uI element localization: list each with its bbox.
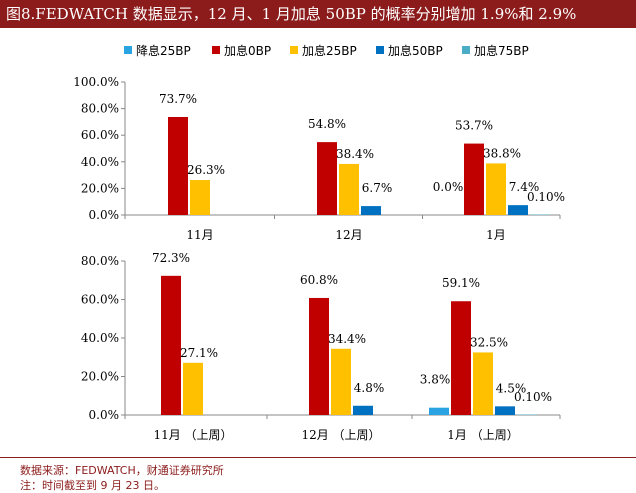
data-label: 72.3% (152, 251, 190, 265)
bar (168, 116, 188, 215)
bar (486, 163, 506, 215)
source-text: 数据来源：FEDWATCH，财通证券研究所 (20, 464, 224, 477)
x-category-label: 12月 （上周） (301, 428, 380, 442)
bar (161, 275, 181, 415)
legend-label: 降息25BP (136, 43, 191, 58)
fedwatch-bar-charts: 降息25BP 加息0BP 加息25BP 加息50BP 加息75BP 0.0% 20.0% 40… (73, 43, 565, 442)
footer-divider (0, 457, 636, 458)
bar (353, 405, 373, 415)
note-text: 注：时间截至到 9 月 23 日。 (20, 479, 165, 492)
y-tick-label: 40.0% (81, 331, 119, 345)
y-tick-label: 0.0% (89, 208, 120, 222)
data-label: 27.1% (180, 346, 218, 360)
bar (331, 348, 351, 415)
data-label: 3.8% (420, 373, 451, 387)
y-tick-label: 80.0% (81, 254, 119, 268)
bar (183, 362, 203, 415)
y-tick-label: 60.0% (81, 128, 119, 142)
bar (495, 406, 515, 415)
y-tick-label: 60.0% (81, 293, 119, 307)
legend-swatch (376, 46, 384, 54)
legend-label: 加息25BP (302, 43, 357, 58)
data-label: 54.8% (308, 117, 346, 131)
data-label: 26.3% (187, 163, 225, 177)
legend-swatch (212, 46, 220, 54)
data-label: 0.10% (514, 390, 552, 404)
bar (517, 414, 537, 415)
data-label: 73.7% (159, 92, 197, 106)
y-tick-label: 100.0% (73, 75, 119, 89)
data-label: 0.10% (527, 190, 565, 204)
bar (339, 163, 359, 215)
y-tick-label: 20.0% (81, 370, 119, 384)
bar (309, 297, 329, 415)
data-label: 0.0% (433, 180, 464, 194)
data-label: 7.4% (509, 180, 540, 194)
legend-swatch (290, 46, 298, 54)
figure-title: 图8.FEDWATCH 数据显示，12 月、1 月加息 50BP 的概率分别增加… (0, 0, 636, 28)
bar (317, 142, 337, 215)
data-label: 38.4% (336, 147, 374, 161)
bar (530, 214, 550, 215)
data-label: 4.5% (496, 381, 527, 395)
legend-label: 加息50BP (388, 43, 443, 58)
x-category-label: 11月 (186, 228, 213, 242)
legend-swatch (462, 46, 470, 54)
legend-label: 加息75BP (474, 43, 529, 58)
data-label: 60.8% (300, 273, 338, 287)
bar (429, 407, 449, 415)
data-label: 38.8% (483, 146, 521, 160)
data-label: 59.1% (442, 276, 480, 290)
x-category-label: 1月 （上周） (447, 428, 518, 442)
y-tick-label: 80.0% (81, 102, 119, 116)
x-category-label: 12月 (335, 228, 362, 242)
x-category-label: 11月 （上周） (153, 428, 232, 442)
bar (464, 143, 484, 215)
data-label: 34.4% (328, 332, 366, 346)
x-category-label: 1月 (486, 228, 506, 242)
y-tick-label: 0.0% (89, 408, 120, 422)
legend-label: 加息0BP (224, 43, 271, 58)
data-label: 4.8% (354, 381, 385, 395)
y-tick-label: 20.0% (81, 181, 119, 195)
bar (361, 206, 381, 215)
bar (190, 180, 210, 215)
data-label: 53.7% (455, 119, 493, 133)
bar (508, 205, 528, 215)
bar (473, 352, 493, 415)
y-tick-label: 40.0% (81, 155, 119, 169)
bar (451, 301, 471, 415)
legend-swatch (124, 46, 132, 54)
data-label: 32.5% (470, 335, 508, 349)
data-label: 6.7% (362, 181, 393, 195)
